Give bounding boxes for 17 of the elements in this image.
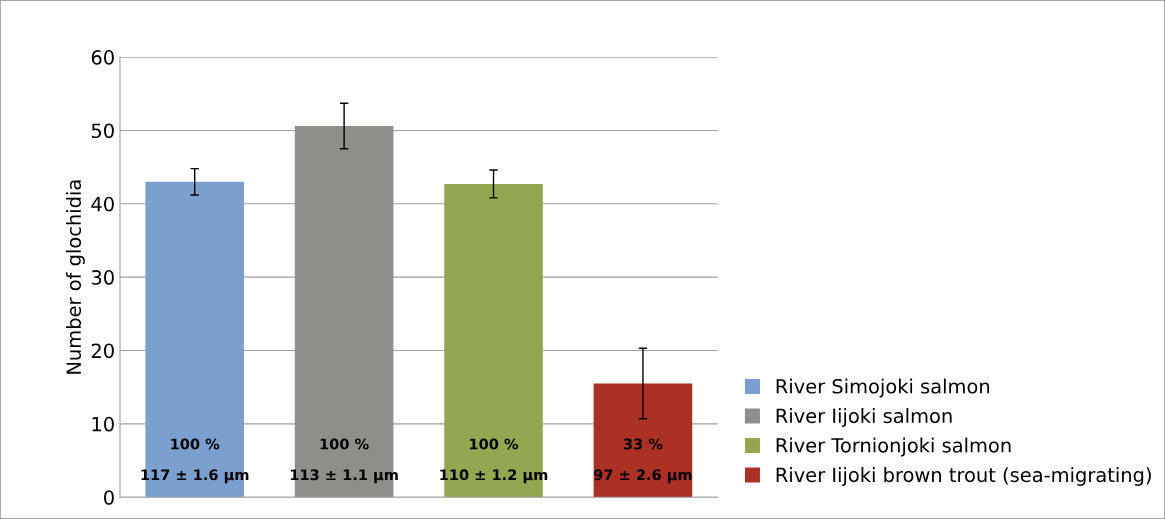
annotation: 33 % xyxy=(623,438,663,450)
annotation: 97 ± 2.6 µm xyxy=(593,469,692,484)
y-tick-label: 30 xyxy=(91,270,114,285)
annotation: 100 % xyxy=(320,438,369,450)
y-tick-label: 20 xyxy=(91,343,114,359)
annotation: 100 % xyxy=(470,438,519,450)
y-tick-label: 40 xyxy=(91,196,114,212)
y-axis-title: Number of glochidia xyxy=(66,180,85,374)
y-tick-label: 10 xyxy=(92,416,114,432)
annotation: 100 % xyxy=(171,438,220,450)
legend-label: River Tornionjoki salmon xyxy=(776,437,1011,457)
legend-label: River Iijoki salmon xyxy=(776,408,952,427)
legend-label: River Simojoki salmon xyxy=(776,378,990,398)
y-tick-label: 0 xyxy=(104,490,114,505)
y-tick-label: 60 xyxy=(91,50,114,65)
legend-label: River Iijoki brown trout (sea-migrating) xyxy=(776,467,1151,486)
y-tick-label: 50 xyxy=(91,123,114,139)
